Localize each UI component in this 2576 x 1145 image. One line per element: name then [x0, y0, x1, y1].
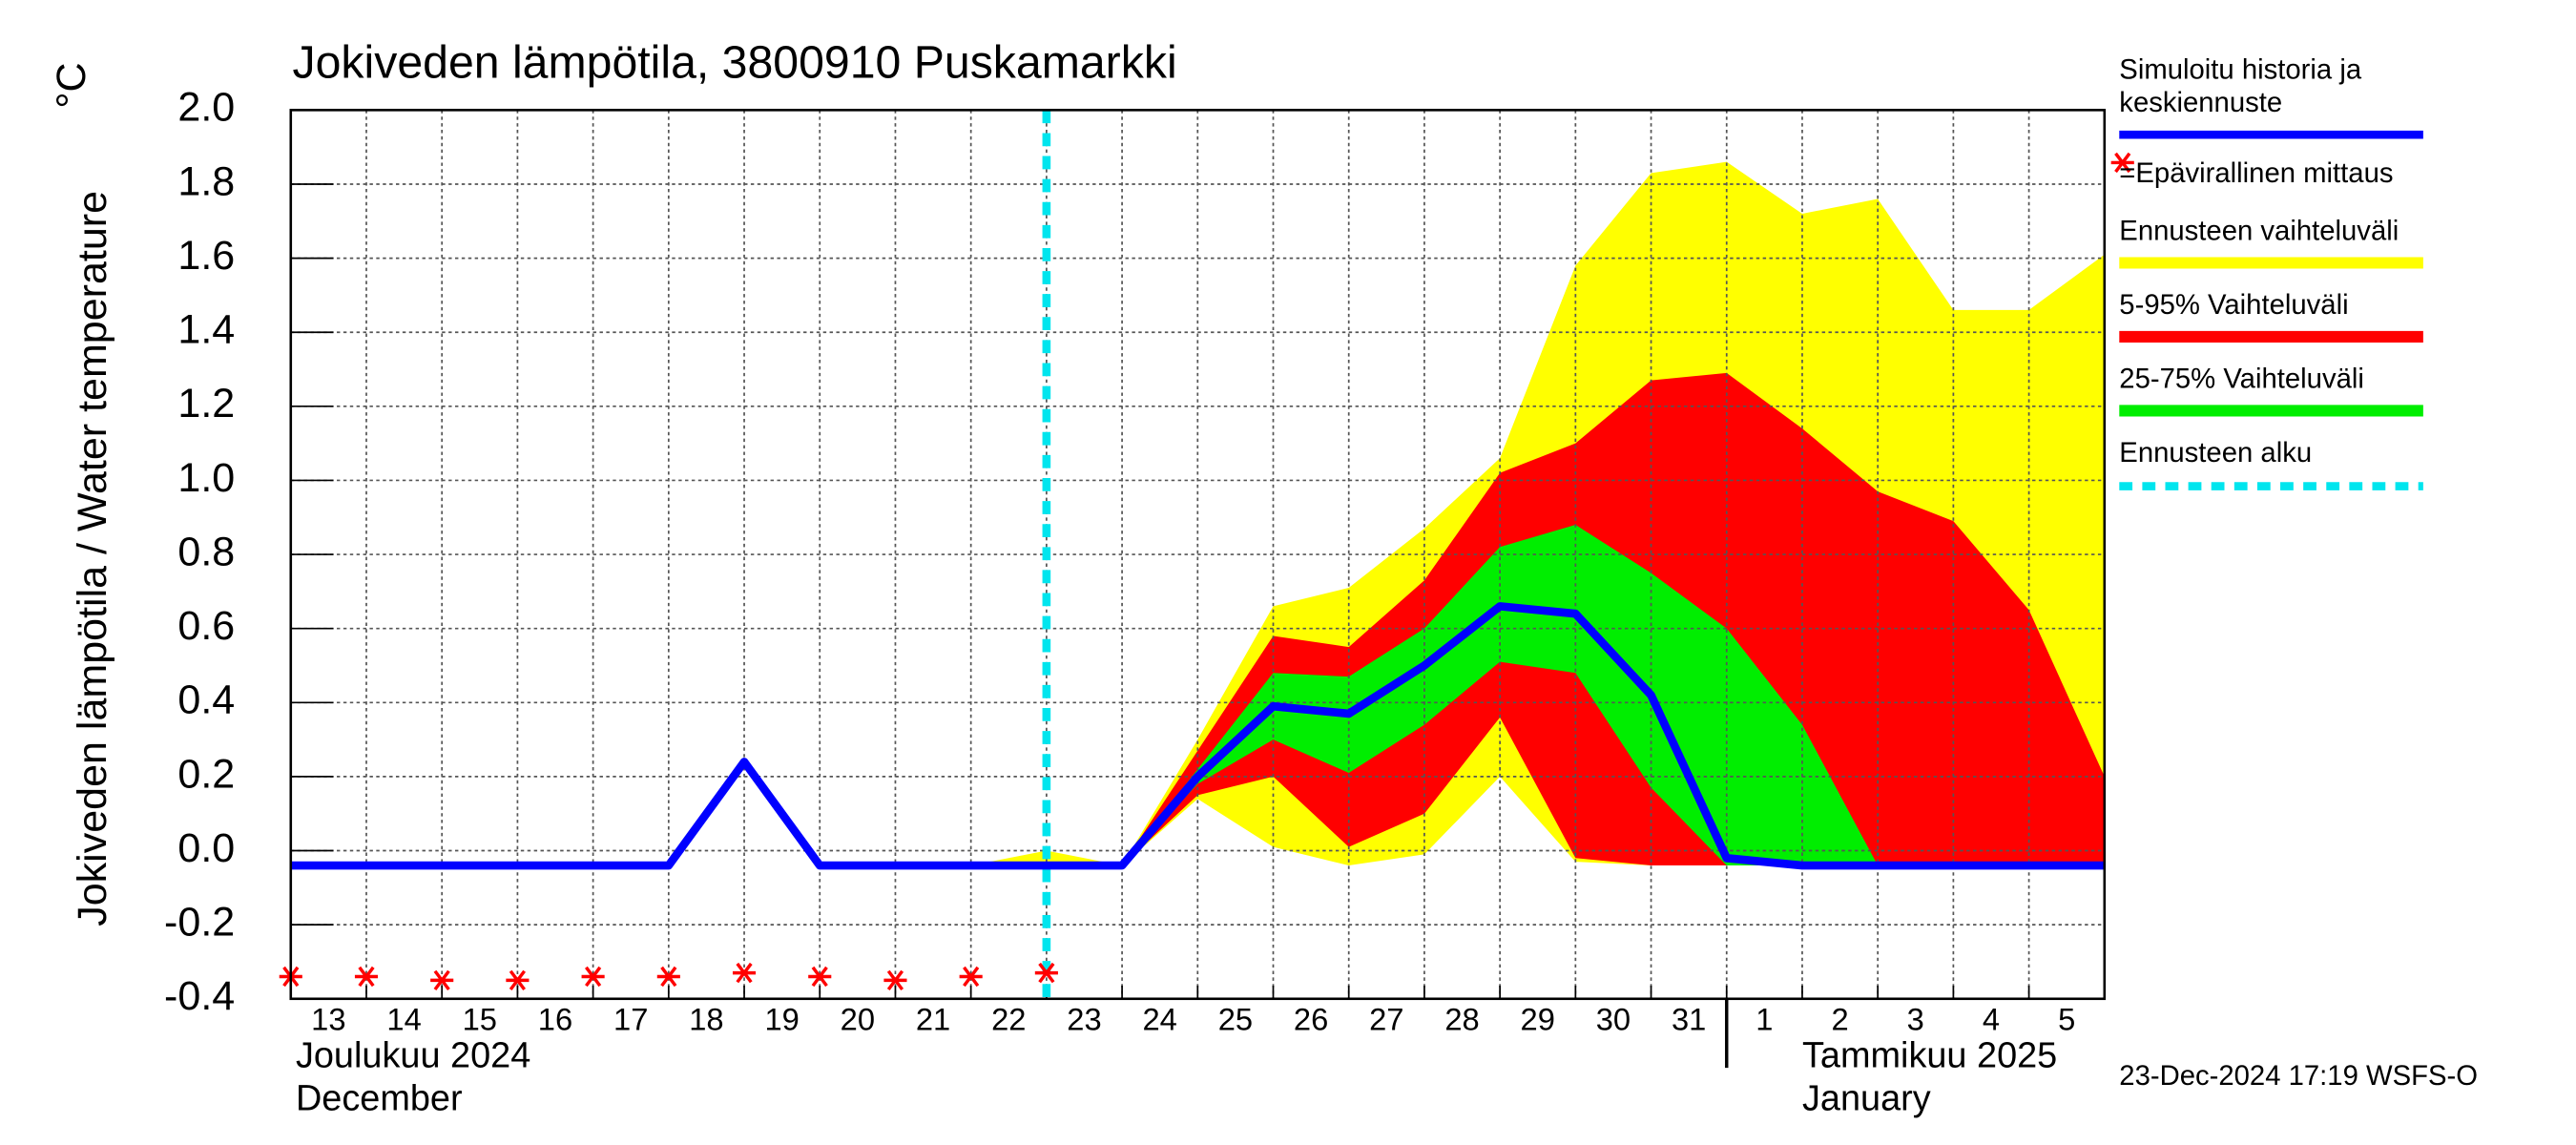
y-axis-unit: °C: [49, 62, 94, 108]
y-tick-label: 2.0: [177, 85, 235, 131]
x-tick-label: 21: [916, 1002, 950, 1037]
y-tick-label: 1.2: [177, 381, 235, 427]
measurement-marker: [581, 966, 605, 988]
x-tick-label: 15: [463, 1002, 497, 1037]
legend-label-box: 25-75% Vaihteluväli: [2119, 363, 2364, 395]
measurement-marker: [1034, 962, 1058, 984]
month-label-en: January: [1802, 1079, 1931, 1119]
y-tick-label: -0.2: [164, 900, 235, 946]
x-tick-label: 25: [1218, 1002, 1253, 1037]
plot-frame: [289, 109, 2107, 1001]
x-tick-label: 31: [1672, 1002, 1706, 1037]
y-axis-label: Jokiveden lämpötila / Water temperature: [70, 191, 115, 926]
x-tick-label: 3: [1907, 1002, 1924, 1037]
footer: 23-Dec-2024 17:19 WSFS-O: [2119, 1061, 2478, 1092]
y-tick-label: 0.4: [177, 677, 235, 723]
measurement-marker: [430, 969, 454, 991]
y-tick-label: 1.8: [177, 158, 235, 204]
x-tick-label: 19: [764, 1002, 799, 1037]
measurement-marker: [883, 969, 907, 991]
y-tick-label: 0.6: [177, 603, 235, 649]
measurement-marker: [354, 966, 379, 988]
legend-label-box: Simuloitu historia ja keskiennuste: [2119, 53, 2362, 118]
legend-marker: [2110, 152, 2134, 174]
legend-label: 25-75% Vaihteluväli: [2119, 363, 2364, 395]
x-tick-label: 27: [1369, 1002, 1403, 1037]
measurement-marker: [808, 966, 832, 988]
x-tick-label: 2: [1831, 1002, 1848, 1037]
legend-label: =Epävirallinen mittaus: [2119, 157, 2394, 189]
y-tick-label: -0.4: [164, 973, 235, 1019]
series-line: [290, 602, 2105, 870]
legend-label-box: Ennusteen alku: [2119, 436, 2313, 468]
y-tick-label: 0.8: [177, 529, 235, 574]
x-tick-label: 18: [689, 1002, 723, 1037]
x-tick-label: 26: [1294, 1002, 1328, 1037]
x-tick-label: 5: [2058, 1002, 2075, 1037]
x-tick-label: 30: [1596, 1002, 1631, 1037]
legend-label: Ennusteen vaihteluväli: [2119, 215, 2399, 247]
legend-label-box: =Epävirallinen mittaus: [2119, 157, 2394, 189]
x-tick-label: 20: [841, 1002, 875, 1037]
x-tick-label: 23: [1067, 1002, 1101, 1037]
y-tick-label: 1.4: [177, 307, 235, 353]
month-label: Tammikuu 2025: [1802, 1036, 2057, 1076]
legend-label: Ennusteen alku: [2119, 436, 2313, 468]
x-tick-label: 22: [991, 1002, 1026, 1037]
measurement-marker: [959, 966, 983, 988]
legend-label: Simuloitu historia ja keskiennuste: [2119, 53, 2362, 118]
y-tick-label: 0.0: [177, 825, 235, 871]
x-tick-label: 28: [1444, 1002, 1479, 1037]
y-tick-label: 0.2: [177, 751, 235, 797]
x-tick-label: 29: [1521, 1002, 1555, 1037]
month-label: Joulukuu 2024: [296, 1036, 530, 1076]
measurement-marker: [656, 966, 680, 988]
x-tick-label: 14: [386, 1002, 421, 1037]
legend-label: 5-95% Vaihteluväli: [2119, 289, 2349, 321]
x-tick-label: 17: [613, 1002, 648, 1037]
x-tick-label: 13: [311, 1002, 345, 1037]
legend-label-box: 5-95% Vaihteluväli: [2119, 289, 2349, 321]
y-tick-label: 1.6: [177, 233, 235, 279]
measurement-marker: [506, 969, 530, 991]
x-tick-label: 16: [538, 1002, 572, 1037]
x-tick-label: 4: [1983, 1002, 2000, 1037]
legend-label-box: Ennusteen vaihteluväli: [2119, 215, 2399, 247]
x-tick-label: 24: [1142, 1002, 1176, 1037]
x-tick-label: 1: [1755, 1002, 1773, 1037]
measurement-marker: [732, 962, 757, 984]
month-label-en: December: [296, 1079, 463, 1119]
y-tick-label: 1.0: [177, 455, 235, 501]
chart-title: Jokiveden lämpötila, 3800910 Puskamarkki: [293, 37, 1177, 89]
forecast-band: [1122, 525, 2105, 866]
